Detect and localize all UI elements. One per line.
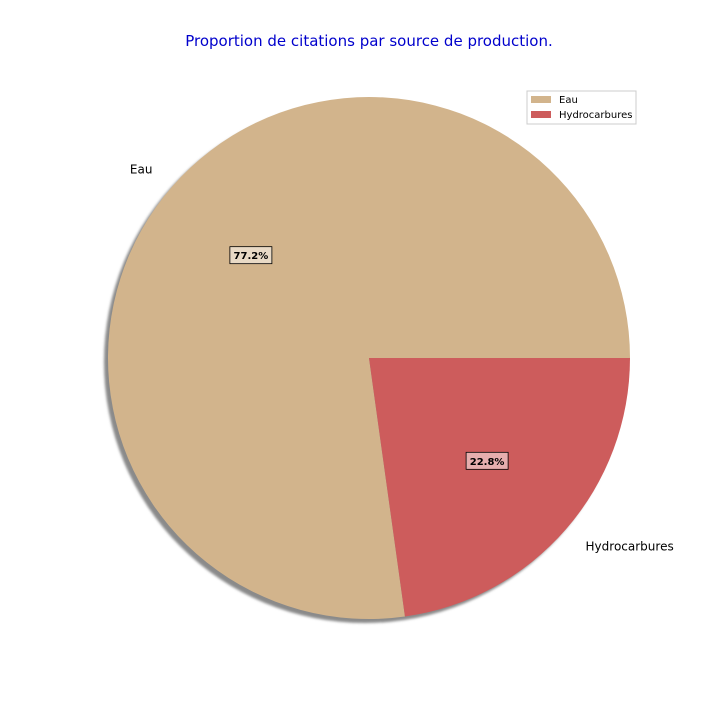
percent-box-hydrocarbures [465,451,509,470]
legend: Eau Hydrocarbures [526,90,637,125]
slice-label-eau: Eau [130,162,153,176]
pie-slice-eau [108,97,630,620]
percent-box-eau [229,246,273,265]
chart-title: Proportion de citations par source de pr… [185,32,553,50]
percent-label-box-hydrocarbures: 22.8% [465,451,509,470]
slice-label-hydrocarbures: Hydrocarbures [586,540,674,554]
legend-swatch-hydrocarbures [531,111,551,118]
percent-label-box-eau: 77.2% [229,246,273,265]
pie-slice-hydrocarbures [369,358,630,617]
legend-label-hydrocarbures: Hydrocarbures [559,110,632,121]
legend-label-eau: Eau [559,95,578,106]
percent-label-eau: 77.2% [234,251,269,262]
percent-label-hydrocarbures: 22.8% [470,457,505,468]
legend-swatch-eau [531,96,551,103]
